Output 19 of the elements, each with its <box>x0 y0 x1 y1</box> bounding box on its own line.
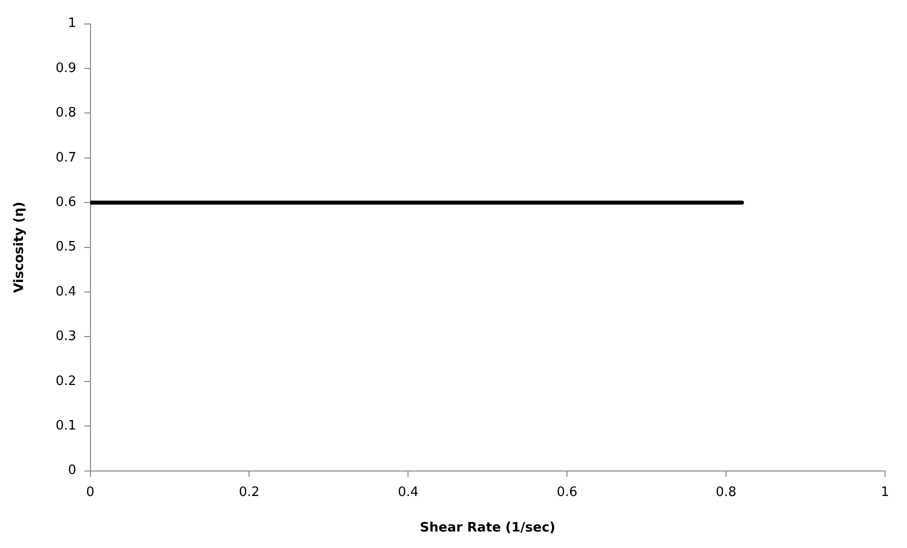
y-tick-label: 0.9 <box>56 60 76 76</box>
y-tick-label: 0.4 <box>56 284 76 300</box>
y-tick-label: 0.8 <box>56 106 76 121</box>
y-tick-label: 0.7 <box>56 150 76 166</box>
y-tick-label: 0 <box>68 463 76 478</box>
x-tick-label: 0 <box>86 484 94 500</box>
x-axis-title: Shear Rate (1/sec) <box>420 520 556 536</box>
x-tick-label: 0.6 <box>556 484 578 500</box>
x-tick-label: 0.4 <box>398 484 419 500</box>
x-tick-label: 0.8 <box>716 484 736 500</box>
x-tick-label: 1 <box>880 484 890 500</box>
y-tick-label: 0.1 <box>56 418 76 434</box>
x-tick-label: 0.2 <box>238 484 260 500</box>
y-axis-title: Viscosity (η) <box>12 202 28 293</box>
y-tick-label: 1 <box>68 16 76 32</box>
y-tick-label: 0.3 <box>56 329 76 344</box>
y-tick-label: 0.5 <box>56 240 76 255</box>
y-tick-label: 0.2 <box>56 374 76 389</box>
y-tick-label: 0.6 <box>56 194 76 210</box>
